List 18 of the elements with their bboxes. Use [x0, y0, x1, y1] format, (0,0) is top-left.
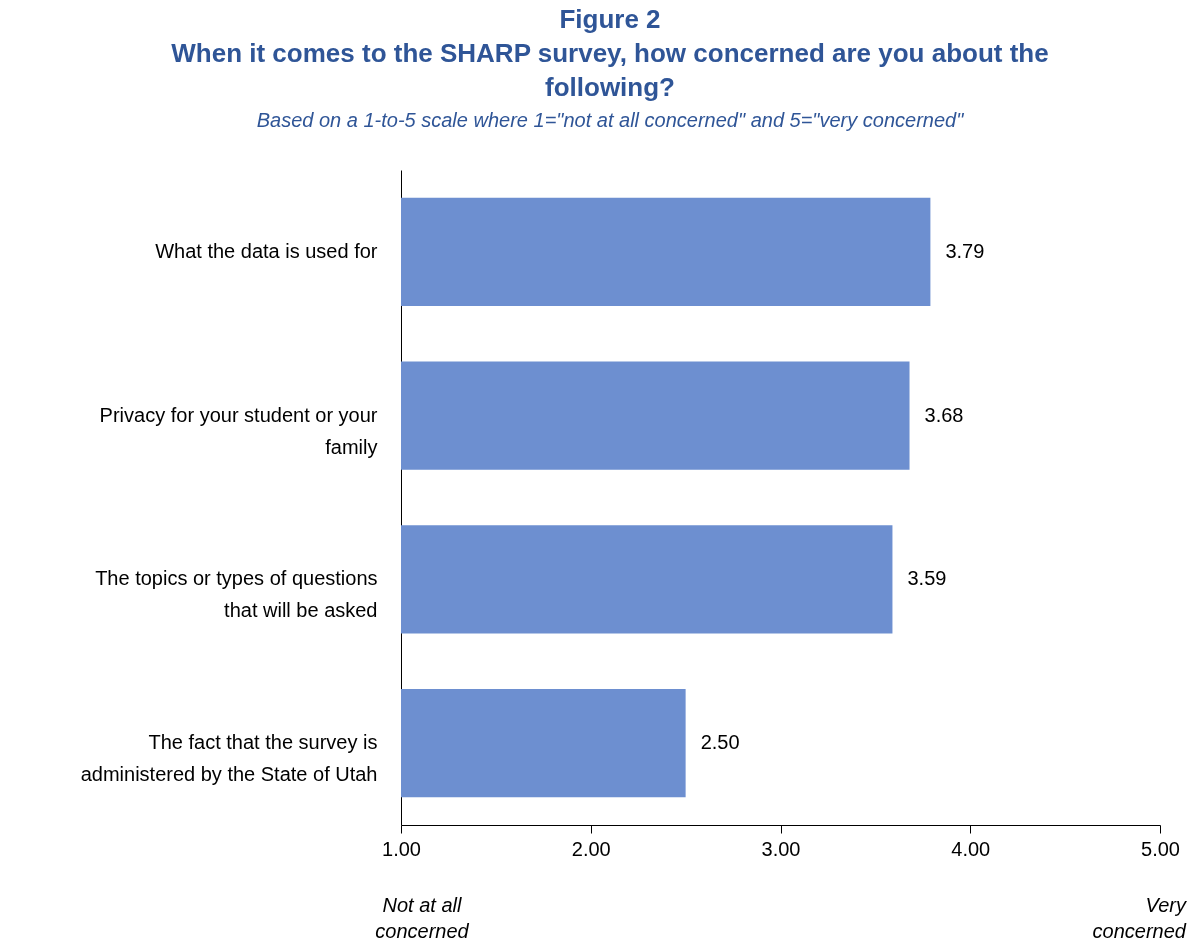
- x-tick-label: 1.00: [382, 837, 421, 860]
- chart-title: Figure 2: [558, 3, 662, 36]
- text: Not at all concerned: [374, 893, 470, 943]
- x-tick-label: 2.00: [571, 837, 611, 860]
- y-tick-label: The topics or types of questions that will be asked: [95, 567, 378, 622]
- text: Based on a 1-to-5 scale where 1="not at all concerned" and 5="very concerned": [255, 108, 965, 133]
- text: Very concerned: [1091, 893, 1186, 943]
- data-label: 2.50: [700, 731, 740, 754]
- y-tick-label: What the data is used for: [155, 239, 378, 262]
- data-label: 3.59: [907, 567, 947, 590]
- x-tick-label: 5.00: [1141, 837, 1180, 860]
- data-label: 3.79: [945, 239, 985, 262]
- chart-subtitle: When it comes to the SHARP survey, how concerned are you about the following?: [170, 37, 1050, 104]
- y-tick-label: The fact that the survey is administered by the State of Utah: [80, 731, 378, 786]
- x-tick-label: 3.00: [761, 837, 801, 860]
- y-tick-label: Privacy for your student or your family: [99, 403, 378, 458]
- x-tick-label: 4.00: [951, 837, 991, 860]
- data-label: 3.68: [924, 403, 964, 426]
